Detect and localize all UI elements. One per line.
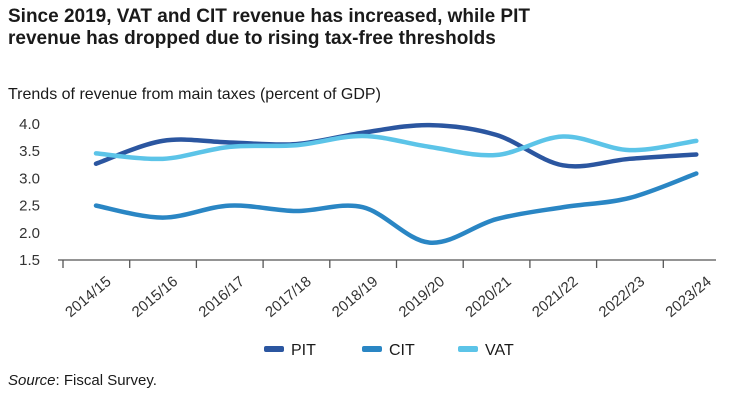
x-tick-label: 2018/19	[329, 273, 381, 321]
y-tick-label: 3.0	[19, 170, 40, 187]
chart-title: Since 2019, VAT and CIT revenue has incr…	[8, 6, 530, 49]
legend-swatch-cit	[362, 346, 382, 352]
x-tick-label: 2017/18	[262, 273, 314, 321]
legend-label-pit: PIT	[291, 342, 316, 359]
x-tick-label: 2020/21	[462, 273, 514, 321]
y-tick-label: 3.5	[19, 143, 40, 160]
x-tick-label: 2019/20	[396, 273, 448, 321]
series-line-pit	[93, 122, 699, 169]
x-tick-label: 2015/16	[129, 273, 181, 321]
x-tick-label: 2014/15	[62, 273, 114, 321]
source-note: Source: Fiscal Survey.	[8, 372, 157, 389]
legend-swatch-pit	[264, 346, 284, 352]
source-label: Source	[8, 372, 56, 389]
x-tick-label: 2022/23	[596, 273, 648, 321]
legend-label-vat: VAT	[485, 342, 514, 359]
x-tick-label: 2023/24	[662, 273, 714, 321]
y-tick-label: 4.0	[19, 116, 40, 133]
y-tick-label: 2.0	[19, 225, 40, 242]
chart-subtitle: Trends of revenue from main taxes (perce…	[8, 86, 381, 103]
y-tick-label: 1.5	[19, 252, 40, 269]
x-tick-label: 2016/17	[195, 273, 247, 321]
source-text: : Fiscal Survey.	[55, 372, 157, 389]
y-tick-label: 2.5	[19, 198, 40, 215]
series-line-cit	[93, 171, 699, 245]
series-line-vat	[93, 133, 699, 162]
legend-swatch-vat	[458, 346, 478, 352]
x-tick-label: 2021/22	[529, 273, 581, 321]
legend-label-cit: CIT	[389, 342, 415, 359]
